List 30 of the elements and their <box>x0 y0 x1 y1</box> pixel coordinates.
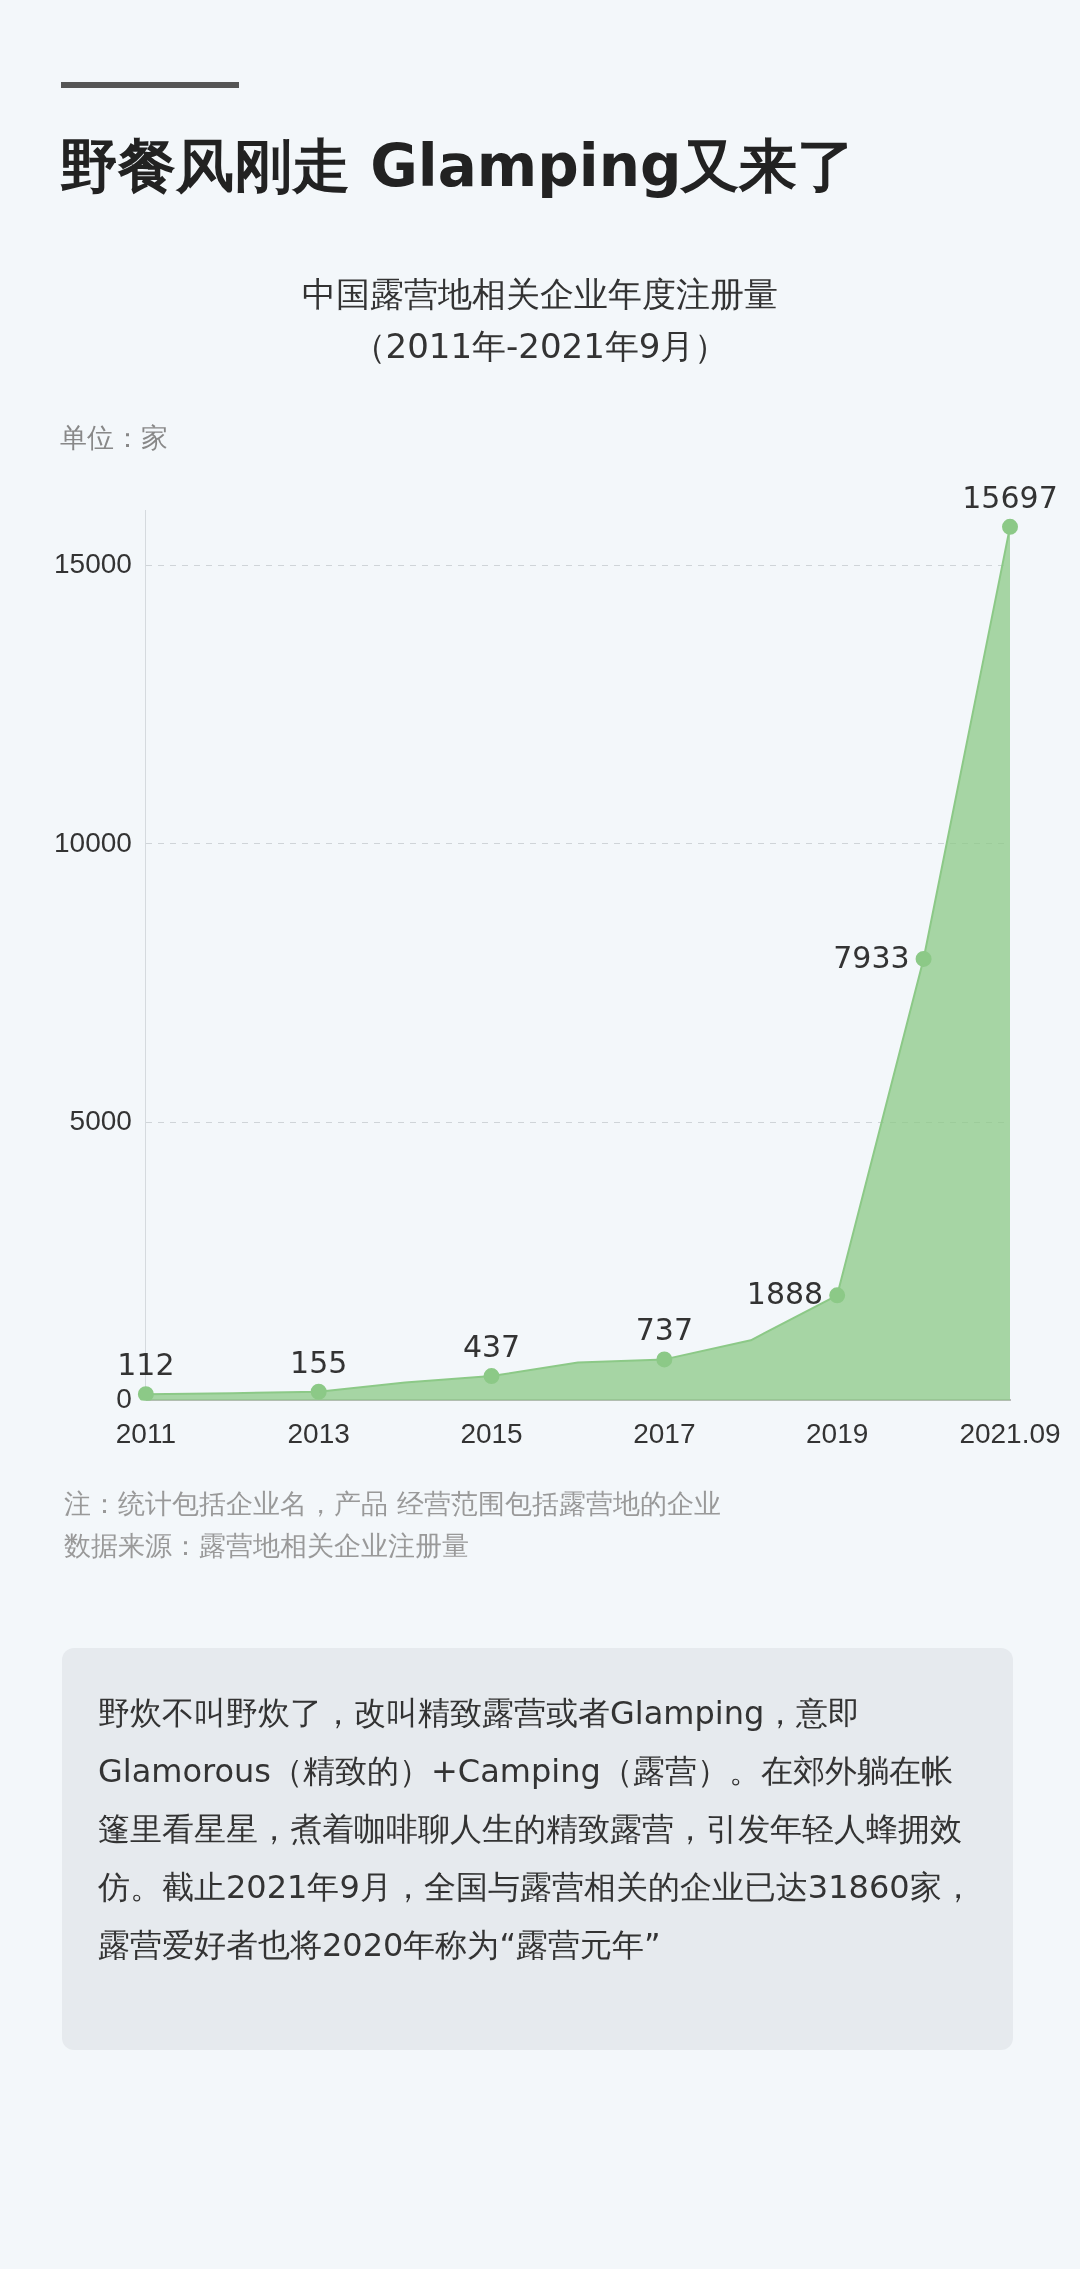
y-tick-label: 10000 <box>53 826 132 858</box>
point <box>656 1351 673 1368</box>
point <box>829 1287 846 1304</box>
point <box>137 1386 154 1401</box>
data-label: 1888 <box>746 1276 824 1312</box>
data-label: 155 <box>290 1344 348 1380</box>
point <box>310 1383 327 1400</box>
point <box>483 1368 500 1385</box>
x-tick-label: 2019 <box>806 1417 869 1449</box>
y-tick-label: 5000 <box>69 1104 132 1136</box>
point <box>915 950 932 967</box>
data-label: 7933 <box>833 939 910 975</box>
data-label: 437 <box>462 1328 521 1364</box>
y-tick-label: 15000 <box>53 548 132 580</box>
data-label: 112 <box>117 1346 175 1382</box>
x-tick-label: 2015 <box>460 1417 523 1449</box>
y-tick-label: 0 <box>116 1383 132 1415</box>
data-label: 15697 <box>962 479 1058 515</box>
point <box>1002 518 1018 535</box>
data-label: 737 <box>635 1312 693 1348</box>
x-tick-label: 2011 <box>115 1417 176 1449</box>
x-tick-label: 2017 <box>633 1417 696 1449</box>
x-tick-label: 2021.09 <box>959 1417 1061 1449</box>
text: 注：统计包括企业名，产品 经营范围包括露营地的企业 <box>64 1487 721 1521</box>
text: 野炊不叫野炊了，改叫精致露营或者Glamping，意即Glamorous（精致的）+Camping（露营）。在郊外躺在帐篷里看星星，煮着咖啡聊人生的精致露营，引发年轻人蜂拥效仿。截止2021年9月，全国与露营相关的企业已达31860家，露营爱好者也将2020年称为“露营元年” <box>62 1648 1013 2050</box>
chart-subtitle: 中国露营地相关企业年度注册量（2011年-2021年9月） <box>301 273 779 368</box>
source-note: 数据来源：露营地相关企业注册量 <box>64 1529 470 1563</box>
x-tick-label: 2013 <box>287 1417 350 1449</box>
y-axis-title: 单位：家 <box>60 421 168 455</box>
chart-title: 野餐风刚走 Glamping又来了 <box>60 131 856 202</box>
